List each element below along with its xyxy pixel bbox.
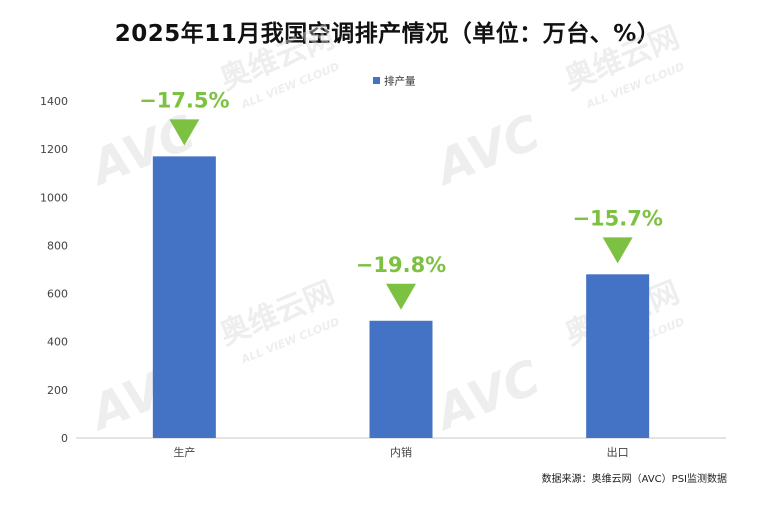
down-arrow-icon <box>602 237 633 264</box>
y-tick-label: 600 <box>47 288 68 301</box>
y-tick-label: 200 <box>47 384 68 397</box>
bar <box>152 156 216 438</box>
watermark-logo: AVC <box>425 104 548 197</box>
bar <box>586 274 650 438</box>
y-tick-label: 800 <box>47 239 68 252</box>
y-tick-label: 400 <box>47 336 68 349</box>
down-arrow-icon <box>169 119 200 146</box>
y-tick-label: 1400 <box>40 95 68 108</box>
change-annotation: −17.5% <box>139 88 229 112</box>
legend-swatch <box>373 77 380 84</box>
y-tick-label: 0 <box>61 432 68 445</box>
change-annotation: −19.8% <box>356 253 446 277</box>
data-source-note: 数据来源：奥维云网（AVC）PSI监测数据 <box>541 474 727 485</box>
legend-label: 排产量 <box>384 75 416 88</box>
y-tick-label: 1200 <box>40 143 68 156</box>
x-tick-label: 生产 <box>173 445 195 459</box>
x-tick-label: 出口 <box>607 445 629 459</box>
y-tick-label: 1000 <box>40 191 68 204</box>
chart-title: 2025年11月我国空调排产情况（单位：万台、%） <box>114 21 661 47</box>
down-arrow-icon <box>386 283 416 310</box>
watermark-logo: AVC <box>425 349 548 442</box>
bar <box>369 320 433 438</box>
change-annotation: −15.7% <box>572 206 662 230</box>
x-tick-label: 内销 <box>390 445 412 459</box>
